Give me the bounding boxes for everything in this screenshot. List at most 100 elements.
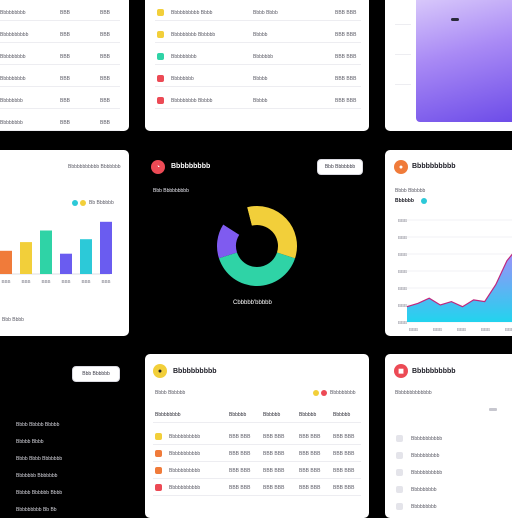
green-dot-icon bbox=[157, 53, 164, 60]
area-x-tick: BBB bbox=[457, 327, 466, 332]
bottom-right-item[interactable]: Bbbbbbbbbbb bbox=[411, 436, 443, 442]
donut-caption: Cbbbbb'bbbbb bbox=[233, 300, 272, 306]
table-cell: BBB BBB bbox=[229, 485, 251, 491]
bottom-right-item[interactable]: Bbbbbbbbb bbox=[411, 504, 437, 510]
table-column-header[interactable]: Bbbbbb bbox=[229, 412, 247, 418]
bottom-left-item[interactable]: Bbbbbbbbb Bb Bb bbox=[16, 507, 57, 512]
bottom-right-title: Bbbbbbbbbb bbox=[412, 368, 456, 375]
top-left-row-value: BBB bbox=[60, 10, 71, 16]
top-left-row-value-2: BBB bbox=[100, 120, 111, 126]
table-column-header[interactable]: Bbbbbb bbox=[263, 412, 281, 418]
top-middle-row-value: BBB BBB bbox=[335, 98, 357, 104]
bottom-left-item[interactable]: Bbbbb Bbbbbb Bbbb bbox=[16, 490, 63, 496]
bottom-right-item[interactable]: Bbbbbbbbbb bbox=[411, 453, 440, 459]
top-left-row-value: BBB bbox=[60, 120, 71, 126]
area-line bbox=[406, 253, 512, 308]
red-square-icon bbox=[155, 484, 162, 491]
top-middle-row-mid: Bbbbb bbox=[253, 76, 268, 82]
table-cell: Bbbbbbbbbbb bbox=[169, 485, 201, 491]
area-card-status-dot bbox=[421, 198, 427, 204]
table-row-divider bbox=[153, 444, 361, 445]
table-cell: BBB BBB bbox=[333, 485, 355, 491]
gradient-panel-marker bbox=[451, 18, 459, 21]
donut-panel-button[interactable]: Bbb Bbbbbbb bbox=[317, 159, 363, 175]
bottom-left-panel: Bbb Bbbbbb Bbbb Bbbbb Bbbbb Bbbbb Bbbb Bbb… bbox=[0, 352, 129, 512]
bottom-left-item[interactable]: Bbbbbbb Bbbbbbb bbox=[16, 473, 58, 479]
top-middle-row-divider bbox=[155, 108, 361, 109]
top-middle-row-mid: Bbbb Bbbb bbox=[253, 10, 278, 16]
table-card-legend-label: Bbbbbbbbb bbox=[330, 390, 356, 396]
table-legend-dot-red bbox=[321, 390, 327, 396]
area-fill bbox=[407, 254, 512, 322]
area-card-subtitle: Bbbb Bbbbbb bbox=[395, 188, 426, 194]
table-card-subtitle: Bbbb Bbbbbb bbox=[155, 390, 186, 396]
top-middle-row-value: BBB BBB bbox=[335, 54, 357, 60]
table-cell: BBB BBB bbox=[333, 434, 355, 440]
top-right-rule-1 bbox=[395, 24, 411, 25]
table-column-header[interactable]: Bbbbbbbbb bbox=[155, 412, 181, 418]
bar-tick-label: BBB bbox=[61, 279, 70, 284]
top-middle-row-mid: Bbbbbbb bbox=[253, 54, 274, 60]
table-cell: BBB BBB bbox=[229, 468, 251, 474]
yellow-dot-icon bbox=[157, 9, 164, 16]
legend-dot-yellow bbox=[80, 200, 86, 206]
bottom-right-item[interactable]: Bbbbbbbbb bbox=[411, 487, 437, 493]
table-column-header[interactable]: Bbbbbb bbox=[333, 412, 351, 418]
area-x-tick: BBB bbox=[433, 327, 442, 332]
table-cell: Bbbbbbbbbbb bbox=[169, 451, 201, 457]
bar-5 bbox=[100, 221, 112, 274]
area-card-title: Bbbbbbbbbb bbox=[412, 163, 456, 170]
area-y-tick: BBB bbox=[398, 235, 407, 240]
bottom-right-item[interactable]: Bbbbbbbbbbb bbox=[411, 470, 443, 476]
table-row-divider bbox=[153, 495, 361, 496]
top-middle-row-name: Bbbbbbbbb Bbbbb bbox=[171, 98, 213, 104]
top-left-row-name: Bbbbbbbbbb bbox=[0, 32, 29, 38]
top-left-card: Bbbbbbbbb BBB BBB Bbbbbbbbbb BBB BBB Bbbbbbbbb… bbox=[0, 0, 129, 131]
top-left-row-divider bbox=[0, 86, 120, 87]
bottom-right-card: ◼ Bbbbbbbbbb Bbbbbbbbbbbbb Bbbbbbbbbbb Bb… bbox=[385, 354, 512, 518]
table-cell: BBB BBB bbox=[299, 434, 321, 440]
table-cell: Bbbbbbbbbbb bbox=[169, 468, 201, 474]
donut-chart bbox=[217, 206, 297, 286]
table-cell: BBB BBB bbox=[299, 468, 321, 474]
table-cell: BBB BBB bbox=[263, 451, 285, 457]
bar-0 bbox=[0, 250, 12, 274]
bottom-left-button[interactable]: Bbb Bbbbbb bbox=[72, 366, 120, 382]
top-middle-row-name: Bbbbbbbb bbox=[171, 76, 194, 82]
top-left-row-value: BBB bbox=[60, 76, 71, 82]
bar-chart-heading: Bbbbbbbbbbb Bbbbbbb bbox=[68, 164, 121, 170]
table-card-title: Bbbbbbbbbb bbox=[173, 368, 217, 375]
bottom-left-item[interactable]: Bbbb Bbbbb Bbbbb bbox=[16, 422, 60, 428]
table-card-logo-icon: ● bbox=[153, 364, 167, 378]
orange-square-icon bbox=[155, 450, 162, 457]
top-left-row-name: Bbbbbbbb bbox=[0, 120, 23, 126]
donut-slice-2 bbox=[217, 224, 240, 259]
bar-chart-footer: Bbb Bbbb bbox=[2, 317, 24, 323]
top-left-row-divider bbox=[0, 20, 120, 21]
gradient-panel bbox=[416, 0, 512, 122]
table-cell: Bbbbbbbbbbb bbox=[169, 434, 201, 440]
donut-slice-0 bbox=[247, 206, 297, 259]
table-column-header[interactable]: Bbbbbb bbox=[299, 412, 317, 418]
bottom-left-button-label: Bbb Bbbbbb bbox=[82, 371, 110, 377]
table-cell: BBB BBB bbox=[333, 468, 355, 474]
table-cell: BBB BBB bbox=[333, 451, 355, 457]
bar-tick-label: BBB bbox=[81, 279, 90, 284]
top-left-row-value-2: BBB bbox=[100, 54, 111, 60]
donut-panel-button-label: Bbb Bbbbbbb bbox=[324, 164, 356, 170]
top-middle-row-divider bbox=[155, 20, 361, 21]
bottom-left-item[interactable]: Bbbb Bbbb Bbbbbbb bbox=[16, 456, 63, 462]
area-card-logo-icon: ● bbox=[394, 160, 408, 174]
top-right-rule-2 bbox=[395, 54, 411, 55]
table-row-divider bbox=[153, 478, 361, 479]
top-left-row-value: BBB bbox=[60, 32, 71, 38]
bottom-left-item[interactable]: Bbbbb Bbbb bbox=[16, 439, 44, 445]
top-middle-row-name: Bbbbbbbbbb Bbbb bbox=[171, 10, 213, 16]
list-square-icon bbox=[396, 452, 403, 459]
top-middle-row-value: BBB BBB bbox=[335, 32, 357, 38]
area-chart-card: ● Bbbbbbbbbb Bbbb Bbbbbb Bbbbbb BBB BBB BB… bbox=[385, 150, 512, 336]
legend-dot-teal bbox=[72, 200, 78, 206]
top-left-row-value: BBB bbox=[60, 98, 71, 104]
table-cell: BBB BBB bbox=[229, 451, 251, 457]
area-x-tick: BBB bbox=[505, 327, 512, 332]
